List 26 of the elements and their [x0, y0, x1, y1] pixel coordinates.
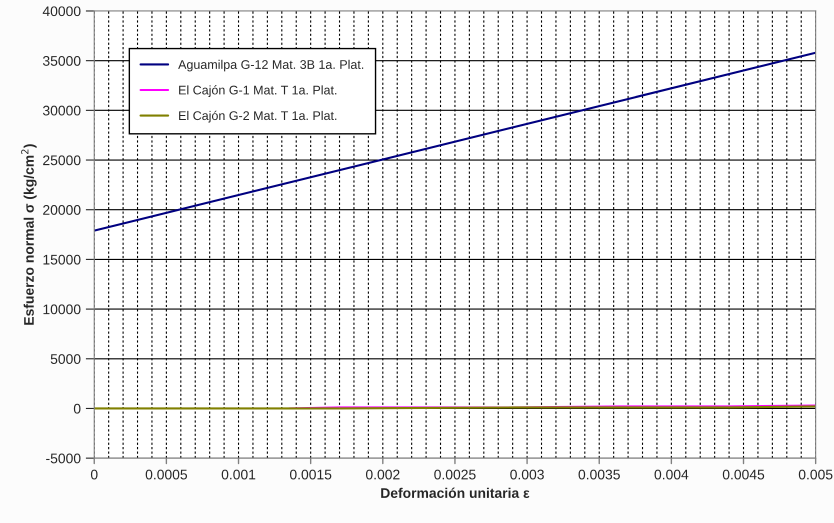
y-tick-label: 0	[74, 404, 81, 414]
legend-label: Aguamilpa G-12 Mat. 3B 1a. Plat.	[178, 60, 364, 72]
y-tick-label: 20000	[43, 205, 81, 215]
x-tick-label: 0.001	[222, 470, 256, 480]
y-tick-label: 10000	[43, 304, 81, 314]
x-tick-label: 0.0015	[290, 470, 332, 480]
y-tick-label: 40000	[42, 6, 81, 16]
y-axis-title: Esfuerzo normal σ (kg/cm$^{2}$)	[21, 144, 37, 325]
x-tick-label: 0.002	[366, 470, 400, 480]
legend-label: El Cajón G-1 Mat. T 1a. Plat.	[179, 85, 336, 97]
legend-label: El Cajón G-2 Mat. T 1a. Plat.	[179, 110, 336, 123]
x-tick-label: 0.005	[798, 470, 832, 480]
x-tick-label: 0.004	[654, 470, 688, 480]
x-tick-label: 0.0035	[578, 470, 620, 480]
y-tick-label: 35000	[42, 56, 81, 66]
y-tick-label: 5000	[50, 354, 81, 364]
y-tick-label: -5000	[46, 453, 81, 464]
y-tick-label: 25000	[43, 155, 81, 166]
x-tick-label: 0.0045	[722, 470, 764, 480]
y-tick-label: 15000	[43, 254, 81, 265]
x-axis-title: Deformación unitaria ε	[381, 488, 530, 498]
x-tick-label: 0	[90, 470, 98, 480]
x-tick-label: 0.003	[510, 470, 544, 480]
x-tick-label: 0.0005	[146, 470, 188, 480]
x-tick-label: 0.0025	[434, 470, 476, 480]
y-tick-label: 30000	[42, 106, 81, 116]
